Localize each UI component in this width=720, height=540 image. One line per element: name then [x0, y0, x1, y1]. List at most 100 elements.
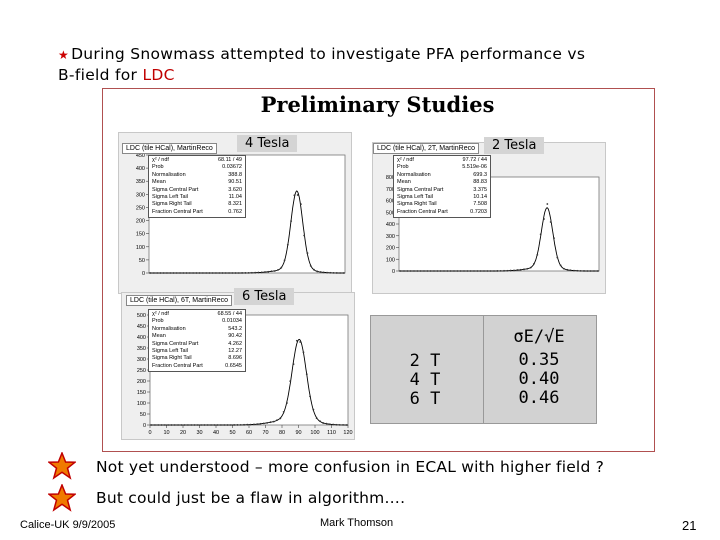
data-point [241, 272, 243, 274]
data-point [169, 272, 172, 274]
data-point [220, 424, 222, 426]
data-point [583, 270, 585, 272]
stats-row: Mean 88.83 [397, 179, 487, 186]
bullet-star-icon: ★ [58, 48, 70, 62]
table-header: σE/√E [513, 327, 565, 347]
y-tick-label: 350 [137, 346, 146, 352]
stats-value: 5.519e-06 [462, 164, 487, 171]
data-point [193, 424, 196, 426]
data-point [399, 270, 402, 272]
data-point [218, 272, 221, 274]
footer-left: Calice-UK 9/9/2005 [20, 519, 116, 531]
stats-value: 388.8 [228, 171, 242, 178]
note-2: But could just be a flaw in algorithm…. [96, 489, 406, 507]
data-point [293, 194, 296, 197]
data-point [180, 424, 183, 426]
stats-value: 0.03672 [222, 164, 242, 171]
y-tick-label: 250 [136, 205, 145, 211]
stats-row: Sigma Right Tail 8.321 [152, 201, 242, 208]
data-point [456, 270, 459, 272]
stats-value: 0.7203 [470, 208, 487, 215]
stats-label: Prob [152, 318, 164, 325]
data-point [338, 423, 341, 426]
stats-row: Sigma Right Tail 7.508 [397, 201, 487, 208]
data-point [166, 272, 168, 274]
stats-value: 7.508 [473, 201, 487, 208]
stats-row: Mean 90.42 [152, 333, 242, 340]
data-point [335, 423, 338, 426]
data-point [202, 272, 204, 274]
data-point [429, 270, 432, 272]
data-point [150, 424, 153, 426]
y-tick-label: 50 [139, 258, 145, 264]
stats-label: Normalisation [397, 171, 431, 178]
data-point [213, 424, 216, 426]
data-point [529, 266, 532, 269]
data-point [549, 221, 552, 223]
footer-center: Mark Thomson [320, 517, 394, 529]
data-point [589, 270, 592, 272]
data-point [272, 420, 275, 423]
tag-2-tesla: 2 Tesla [484, 137, 545, 154]
data-point [286, 402, 288, 404]
data-point [523, 268, 525, 271]
x-tick-label: 50 [229, 430, 235, 436]
data-point [253, 423, 255, 426]
y-tick-label: 350 [136, 179, 145, 185]
stats-row: Sigma Left Tail 12.27 [152, 348, 242, 355]
data-point [489, 270, 492, 272]
plot-title-2-tesla: LDC (tile HCal), 2T, MartinReco [373, 143, 480, 154]
stats-row: Normalisation 543.2 [152, 326, 242, 333]
data-point [469, 270, 472, 272]
data-point [211, 272, 214, 274]
stats-value: 3.620 [228, 186, 242, 193]
table-value-6t: 0.46 [518, 388, 560, 408]
page-number: 21 [682, 518, 697, 533]
stats-label: Mean [397, 179, 411, 186]
stats-value: 4.262 [228, 340, 242, 347]
data-point [409, 270, 412, 272]
data-point [216, 424, 219, 426]
y-tick-label: 100 [137, 401, 146, 407]
data-point [156, 272, 159, 274]
data-point [493, 270, 495, 272]
ldc-highlight: LDC [142, 66, 175, 84]
star-icon [48, 452, 76, 480]
y-tick-label: 500 [137, 313, 146, 319]
y-tick-label: 450 [137, 324, 146, 330]
plot-title-4-tesla: LDC (tile HCal), MartinReco [122, 143, 217, 154]
data-point [244, 272, 247, 274]
data-point [579, 269, 582, 272]
data-point [228, 272, 230, 274]
stats-label: Fraction Central Part [397, 208, 448, 215]
data-point [516, 269, 519, 271]
data-point [279, 417, 282, 420]
data-point [322, 271, 325, 274]
stats-row: Sigma Left Tail 10.14 [397, 194, 487, 201]
y-tick-label: 400 [137, 335, 146, 341]
data-point [546, 203, 549, 205]
stats-label: Prob [152, 164, 164, 171]
data-point [154, 424, 156, 426]
data-point [533, 262, 535, 265]
table-value-4t: 0.40 [518, 369, 560, 389]
data-point [270, 270, 273, 273]
plot-title-6-tesla: LDC (tile HCal), 6T, MartinReco [126, 295, 233, 306]
data-point [187, 424, 189, 426]
data-point [249, 423, 252, 426]
data-point [173, 424, 176, 426]
stats-row: Normalisation 388.8 [152, 172, 242, 179]
star-icon [48, 484, 76, 512]
data-point [543, 218, 545, 220]
y-tick-label: 250 [137, 368, 146, 374]
y-tick-label: 100 [386, 257, 395, 263]
data-point [283, 259, 286, 262]
data-point [149, 272, 152, 274]
data-point [316, 270, 319, 273]
data-point [596, 270, 599, 272]
stats-value: 90.51 [228, 179, 242, 186]
data-point [486, 270, 489, 272]
data-point [593, 270, 595, 272]
y-tick-label: 0 [142, 271, 145, 277]
stats-value: 699.3 [473, 171, 487, 178]
